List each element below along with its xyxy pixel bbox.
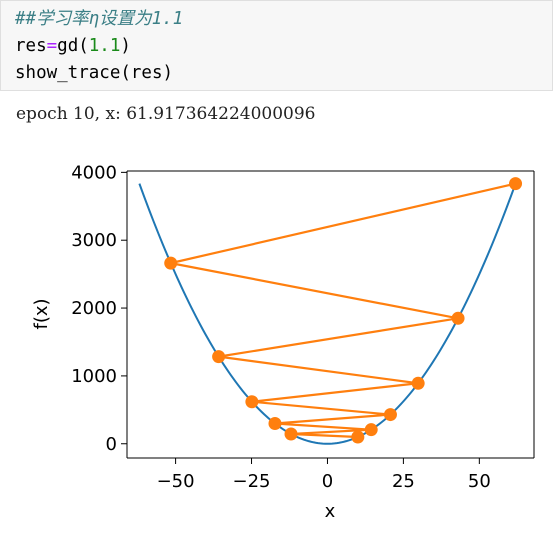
y-tick-label: 0: [106, 434, 117, 455]
y-ticks: 0 1000 2000 3000 4000: [71, 162, 127, 455]
code-cell[interactable]: ##学习率η设置为1.1 res=gd(1.1) show_trace(res): [0, 0, 553, 91]
trace-series: [164, 177, 523, 444]
trace-point: [411, 376, 425, 390]
trace-point: [364, 423, 378, 437]
x-tick-label: −25: [233, 471, 271, 492]
trace-point: [284, 427, 298, 441]
x-tick-label: 50: [468, 471, 491, 492]
y-tick-label: 3000: [71, 230, 117, 251]
trace-point: [451, 311, 465, 325]
trace-point: [164, 256, 178, 270]
y-axis-label: f(x): [31, 298, 52, 329]
trace-point: [351, 430, 365, 444]
trace-point: [383, 408, 397, 422]
code-editor[interactable]: ##学习率η设置为1.1 res=gd(1.1) show_trace(res): [15, 6, 183, 87]
y-tick-label: 2000: [71, 298, 117, 319]
x-axis-label: x: [325, 501, 336, 522]
y-tick-label: 4000: [71, 162, 117, 183]
code-line-comment: ##学习率η设置为1.1: [15, 9, 184, 29]
function-curve: [138, 183, 517, 445]
trace-point: [212, 350, 226, 364]
x-ticks: −50 −25 0 25 50: [157, 458, 491, 492]
output-text: epoch 10, x: 61.917364224000096: [16, 104, 316, 124]
y-tick-label: 1000: [71, 366, 117, 387]
x-tick-label: 25: [392, 471, 415, 492]
trace-point: [245, 395, 259, 409]
trace-point: [268, 416, 282, 430]
code-line-show-trace: show_trace(res): [15, 63, 174, 83]
code-line-call: res=gd(1.1): [15, 36, 131, 56]
x-tick-label: 0: [322, 471, 333, 492]
x-tick-label: −50: [157, 471, 195, 492]
trace-line: [170, 182, 516, 439]
trace-point: [509, 177, 523, 191]
